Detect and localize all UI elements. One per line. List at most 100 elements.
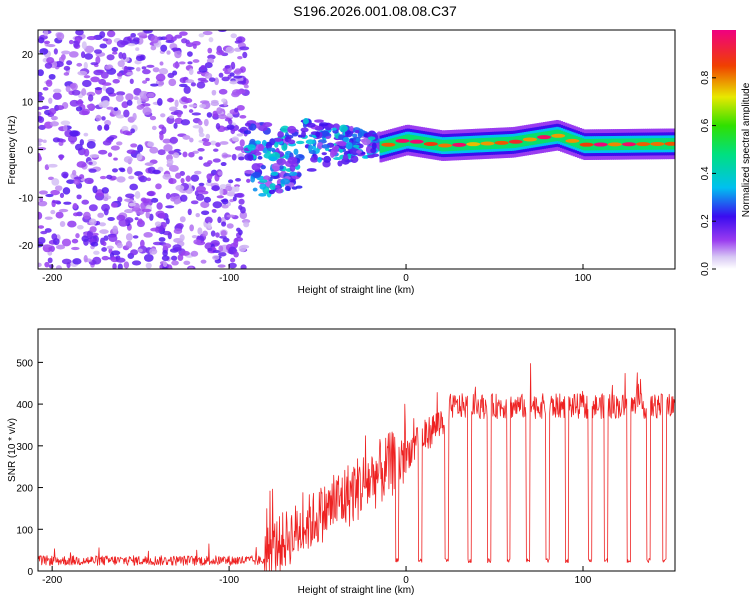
spectrogram-noise-blob (179, 234, 185, 242)
spectrogram-transition-blob (341, 157, 350, 165)
spectrogram-noise-blob (218, 245, 224, 252)
spectrogram-transition-blob (269, 183, 276, 191)
spectrogram-carrier-band (409, 134, 413, 147)
spectrogram-noise-blob (198, 132, 205, 138)
spectrogram-noise-blob (150, 227, 160, 232)
spectrogram-noise-blob (196, 81, 206, 89)
spectrogram-noise-blob (189, 137, 194, 143)
spectrogram-noise-blob (190, 250, 199, 257)
spectrogram-noise-blob (163, 144, 173, 152)
spectrogram-carrier-band (536, 132, 540, 145)
spectrogram-noise-blob (149, 248, 158, 255)
spectrogram-noise-blob (147, 141, 155, 147)
spectrogram-transition-blob (296, 172, 302, 178)
spectrogram-transition-blob (279, 165, 284, 170)
spectrogram-transition-blob (351, 133, 358, 138)
spectrogram-noise-blob (50, 209, 56, 215)
spectrogram-noise-blob (69, 83, 77, 89)
spectrogram-noise-blob (171, 255, 178, 261)
spectrogram-noise-blob (84, 53, 94, 60)
spectrogram-carrier-band (379, 141, 383, 153)
spectrogram-transition-blob (301, 130, 306, 138)
snr-y-label: SNR (10 * v/v) (7, 418, 18, 482)
spectrogram-noise-blob (113, 157, 118, 161)
spectrogram-noise-blob (61, 50, 71, 55)
spectrogram-noise-blob (234, 146, 244, 151)
spectrogram-carrier-pulse (466, 142, 481, 147)
spectrogram-noise-blob (125, 209, 132, 213)
spectrogram-noise-blob (206, 173, 213, 181)
spectrogram-noise-blob (177, 254, 184, 262)
spectrogram-transition-blob (315, 131, 321, 138)
spectrogram-noise-blob (193, 239, 201, 245)
spectrogram-carrier-band (549, 130, 553, 143)
spectrogram-noise-blob (162, 249, 168, 257)
spectrogram-noise-blob (228, 262, 237, 269)
spectrogram-xtick-label: -100 (219, 273, 239, 284)
spectrogram-noise-blob (61, 258, 72, 265)
spectrogram-noise-blob (61, 238, 72, 247)
spectrogram-noise-blob (146, 64, 155, 68)
spectrogram-noise-blob (201, 210, 210, 216)
spectrogram-noise-blob (162, 261, 168, 268)
spectrogram-noise-blob (216, 107, 223, 114)
spectrogram-noise-blob (74, 143, 83, 151)
spectrogram-noise-blob (200, 201, 210, 209)
spectrogram-noise-blob (215, 232, 220, 238)
spectrogram-transition-blob (305, 139, 316, 145)
spectrogram-noise-blob (159, 132, 164, 141)
spectrogram-noise-blob (76, 161, 87, 168)
spectrogram-carrier-pulse (664, 141, 675, 146)
spectrogram-noise-blob (61, 171, 69, 178)
spectrogram-carrier-pulse (593, 142, 608, 147)
spectrogram-noise-blob (72, 258, 82, 265)
spectrogram-transition-blob (349, 125, 354, 132)
spectrogram-noise-blob (210, 140, 217, 146)
spectrogram-noise-blob (168, 178, 177, 185)
spectrogram-noise-blob (135, 67, 141, 72)
spectrogram-noise-blob (115, 257, 126, 263)
spectrogram-noise-blob (150, 35, 159, 44)
spectrogram-noise-blob (199, 104, 207, 109)
spectrogram-noise-blob (72, 212, 79, 217)
spectrogram-noise-blob (83, 211, 91, 220)
spectrogram-noise-blob (202, 30, 213, 36)
spectrogram-transition-blob (321, 152, 327, 156)
spectrogram-noise-blob (221, 76, 230, 82)
spectrogram-noise-blob (45, 193, 54, 198)
spectrogram-noise-blob (213, 148, 219, 152)
spectrogram-noise-blob (63, 201, 72, 205)
spectrogram-noise-blob (76, 194, 82, 200)
spectrogram-noise-blob (108, 234, 118, 243)
spectrogram-noise-blob (238, 245, 247, 252)
spectrogram-noise-blob (38, 153, 42, 162)
spectrogram-noise-blob (48, 73, 56, 80)
spectrogram-noise-blob (188, 109, 194, 113)
spectrogram-noise-blob (225, 185, 233, 192)
spectrogram-noise-blob (77, 99, 83, 107)
spectrogram-noise-blob (116, 242, 123, 249)
spectrogram-noise-blob (221, 221, 227, 227)
spectrogram-carrier-pulse (423, 141, 438, 146)
spectrogram-noise-blob (162, 266, 168, 269)
spectrogram-noise-blob (221, 198, 229, 205)
spectrogram-ytick-label: 20 (22, 50, 34, 61)
spectrogram-transition-blob (244, 153, 252, 161)
spectrogram-noise-blob (94, 49, 103, 54)
spectrogram-noise-blob (231, 153, 237, 161)
spectrogram-noise-blob (102, 241, 107, 247)
spectrogram-noise-blob (47, 257, 53, 264)
spectrogram-noise-blob (38, 142, 42, 147)
snr-xtick-label: 0 (403, 575, 409, 586)
spectrogram-noise-blob (238, 204, 243, 210)
spectrogram-transition-blob (243, 130, 252, 135)
spectrogram-noise-blob (229, 72, 235, 77)
spectrogram-noise-blob (234, 68, 242, 75)
spectrogram-noise-blob (137, 248, 143, 253)
spectrogram-transition-blob (274, 142, 279, 148)
spectrogram-noise-blob (86, 35, 97, 41)
spectrogram-noise-blob (122, 130, 131, 136)
spectrogram-noise-blob (202, 230, 208, 237)
spectrogram-noise-blob (166, 264, 173, 269)
spectrogram-transition-blob (269, 156, 278, 162)
